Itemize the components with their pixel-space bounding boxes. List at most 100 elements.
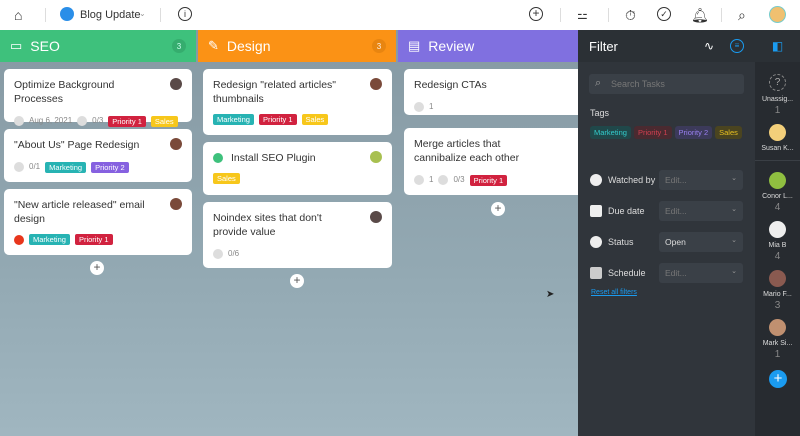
divider: [755, 160, 800, 161]
tag: Marketing: [45, 161, 87, 173]
schedule-icon[interactable]: ⚍: [577, 8, 588, 22]
tag: Priority 1: [108, 115, 146, 127]
bell-icon[interactable]: 🔔︎: [691, 7, 709, 23]
task-card[interactable]: Redesign CTAs 1: [404, 69, 584, 115]
check-icon[interactable]: ✓: [657, 7, 671, 21]
task-card[interactable]: Noindex sites that don't provide value 0…: [203, 202, 392, 268]
assignee-avatar: [370, 211, 382, 223]
filter-panel: Filter ∿ ≡ ⌕ Search Tasks Tags Marketing …: [578, 30, 755, 436]
card-title: Merge articles that cannibalize each oth…: [414, 138, 520, 164]
task-card[interactable]: Install SEO Plugin Sales: [203, 142, 392, 195]
user-avatar[interactable]: [769, 124, 786, 141]
divider: [608, 8, 609, 22]
user-avatar[interactable]: [769, 6, 786, 23]
column-count: 3: [172, 39, 186, 53]
checklist-count: 0/1: [29, 162, 41, 171]
unassigned-icon[interactable]: ?: [769, 74, 786, 91]
user-name: Susan K...: [761, 145, 794, 152]
tag: Sales: [150, 115, 178, 127]
add-task-button[interactable]: +: [491, 202, 505, 216]
assignee-avatar: [170, 198, 182, 210]
tag: Priority 2: [91, 161, 129, 173]
comment-count: 1: [429, 175, 434, 184]
assignee-avatar: [170, 78, 182, 90]
checklist-icon: [213, 249, 223, 259]
add-user-button[interactable]: +: [769, 370, 787, 388]
design-icon: ✎: [208, 38, 219, 53]
project-name[interactable]: Blog Update: [80, 9, 141, 21]
timer-icon[interactable]: ⏱: [625, 7, 636, 23]
select-value: Edit...: [665, 268, 687, 278]
user-count: 1: [774, 105, 781, 116]
tag: Priority 1: [258, 114, 297, 125]
comment-icon: [414, 175, 424, 185]
info-icon[interactable]: i: [178, 7, 192, 21]
assignee-avatar: [370, 151, 382, 163]
search-icon[interactable]: ⌕: [738, 7, 746, 23]
card-title: Optimize Background Processes: [14, 79, 115, 105]
reset-filters-link[interactable]: Reset all filters: [591, 289, 637, 296]
filter-status: Status Open ⌄: [590, 232, 745, 252]
tag: Sales: [301, 114, 329, 125]
filter-tag-priority-1[interactable]: Priority 1: [633, 126, 672, 139]
status-select[interactable]: Open ⌄: [659, 232, 743, 252]
user-avatar[interactable]: [769, 319, 786, 336]
filter-tag-marketing[interactable]: Marketing: [590, 126, 631, 139]
user-name: Mia B: [768, 242, 787, 249]
task-card[interactable]: Optimize Background Processes Aug 6, 202…: [4, 69, 192, 127]
assignee-rail: ◧ ? Unassig... 1 Susan K... Conor L... 4…: [755, 30, 800, 436]
calendar-icon: [14, 116, 24, 126]
task-card[interactable]: Merge articles that cannibalize each oth…: [404, 128, 584, 195]
user-avatar[interactable]: [769, 270, 786, 287]
eye-icon: [590, 174, 602, 186]
column-header-seo[interactable]: ▭ SEO 3: [0, 30, 196, 62]
user-name: Mario F...: [763, 291, 792, 298]
user-count: 1: [774, 349, 781, 360]
laptop-icon: ▭: [10, 38, 23, 53]
activity-icon[interactable]: ∿: [704, 39, 715, 53]
column-title: Review: [428, 38, 475, 54]
user-avatar[interactable]: [769, 221, 786, 238]
add-icon[interactable]: +: [529, 7, 543, 21]
tag: Priority 1: [74, 234, 113, 245]
column-header-design[interactable]: ✎ Design 3: [198, 30, 396, 62]
checklist-icon: [438, 175, 449, 185]
top-bar: ⌂ Blog Update ⌄ i + ⚍ ⏱ ✓ 🔔︎ ⌕: [0, 0, 800, 30]
user-count: 4: [774, 202, 781, 213]
filter-icon[interactable]: ≡: [730, 39, 744, 53]
select-value: Open: [665, 237, 686, 247]
task-card[interactable]: "New article released" email design Mark…: [4, 189, 192, 255]
filter-tag-priority-2[interactable]: Priority 2: [674, 126, 713, 139]
due-date-select[interactable]: Edit... ⌄: [659, 201, 743, 221]
card-title: Redesign CTAs: [414, 79, 487, 91]
filter-label: Status: [608, 237, 634, 247]
column-header-review[interactable]: ▤ Review: [398, 30, 578, 62]
user-avatar[interactable]: [769, 172, 786, 189]
watched-by-select[interactable]: Edit... ⌄: [659, 170, 743, 190]
panel-toggle-icon[interactable]: ◧: [755, 30, 800, 62]
add-task-button[interactable]: +: [290, 274, 304, 288]
filter-label: Schedule: [608, 268, 646, 278]
user-count: 3: [774, 300, 781, 311]
blocked-icon: [14, 234, 24, 245]
search-tasks-input[interactable]: ⌕ Search Tasks: [589, 74, 744, 94]
divider: [160, 8, 161, 22]
task-card[interactable]: "About Us" Page Redesign 0/1 Marketing Pri…: [4, 129, 192, 182]
filter-tag-sales[interactable]: Sales: [715, 126, 742, 139]
schedule-select[interactable]: Edit... ⌄: [659, 263, 743, 283]
checklist-icon: [77, 116, 88, 126]
task-card[interactable]: Redesign "related articles" thumbnails M…: [203, 69, 392, 135]
due-date: Aug 6, 2021: [29, 116, 73, 125]
comment-icon: [414, 102, 424, 112]
add-task-button[interactable]: +: [90, 261, 104, 275]
filter-label: Due date: [608, 206, 645, 216]
user-name: Mark Si...: [762, 340, 793, 347]
home-icon[interactable]: ⌂: [14, 7, 23, 23]
user-name: Conor L...: [762, 193, 793, 200]
filter-title: Filter: [589, 38, 618, 54]
tag: Marketing: [29, 234, 70, 245]
check-circle-icon: [590, 236, 602, 248]
filter-schedule: Schedule Edit... ⌄: [590, 263, 745, 283]
user-count: 4: [774, 251, 781, 262]
chevron-down-icon[interactable]: ⌄: [139, 9, 146, 18]
